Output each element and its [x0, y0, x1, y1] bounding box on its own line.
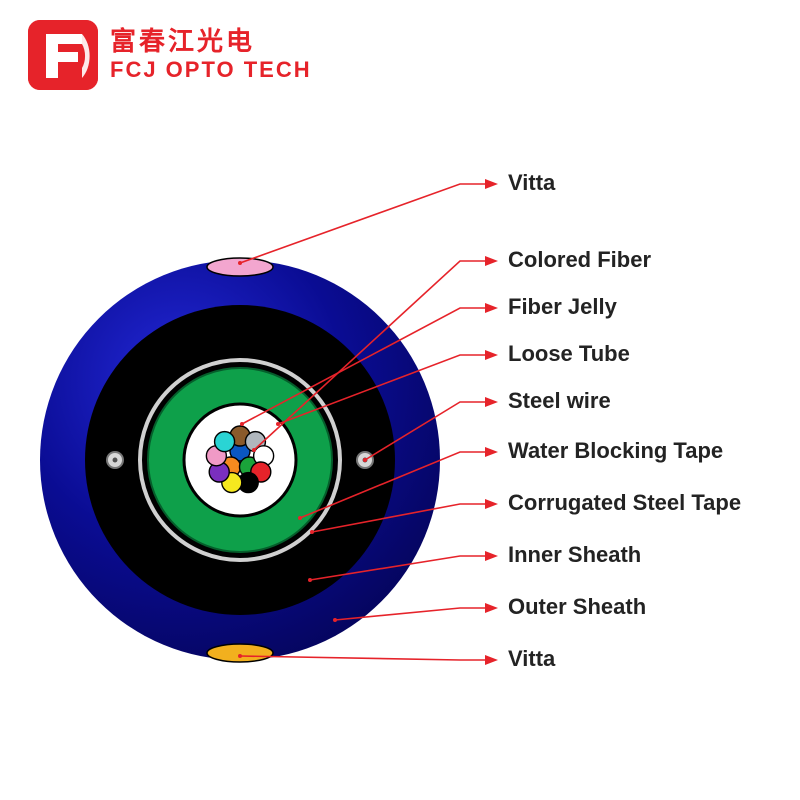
- component-label: Outer Sheath: [508, 594, 646, 620]
- arrow-icon: [485, 447, 498, 457]
- component-label: Vitta: [508, 170, 555, 196]
- vitta-top: [207, 258, 273, 276]
- component-label: Fiber Jelly: [508, 294, 617, 320]
- component-label: Corrugated Steel Tape: [508, 490, 741, 516]
- arrow-icon: [485, 256, 498, 266]
- arrow-icon: [485, 350, 498, 360]
- leader-line: [240, 656, 488, 660]
- leader-line: [240, 184, 488, 263]
- component-label: Water Blocking Tape: [508, 438, 723, 464]
- vitta-bottom: [207, 644, 273, 662]
- arrow-icon: [485, 397, 498, 407]
- component-label: Colored Fiber: [508, 247, 651, 273]
- arrow-icon: [485, 499, 498, 509]
- arrow-icon: [485, 603, 498, 613]
- component-label: Vitta: [508, 646, 555, 672]
- cable-diagram: [0, 0, 800, 800]
- arrow-icon: [485, 551, 498, 561]
- component-label: Inner Sheath: [508, 542, 641, 568]
- arrow-icon: [485, 179, 498, 189]
- component-label: Steel wire: [508, 388, 611, 414]
- component-label: Loose Tube: [508, 341, 630, 367]
- arrow-icon: [485, 303, 498, 313]
- arrow-icon: [485, 655, 498, 665]
- colored-fiber: [215, 432, 235, 452]
